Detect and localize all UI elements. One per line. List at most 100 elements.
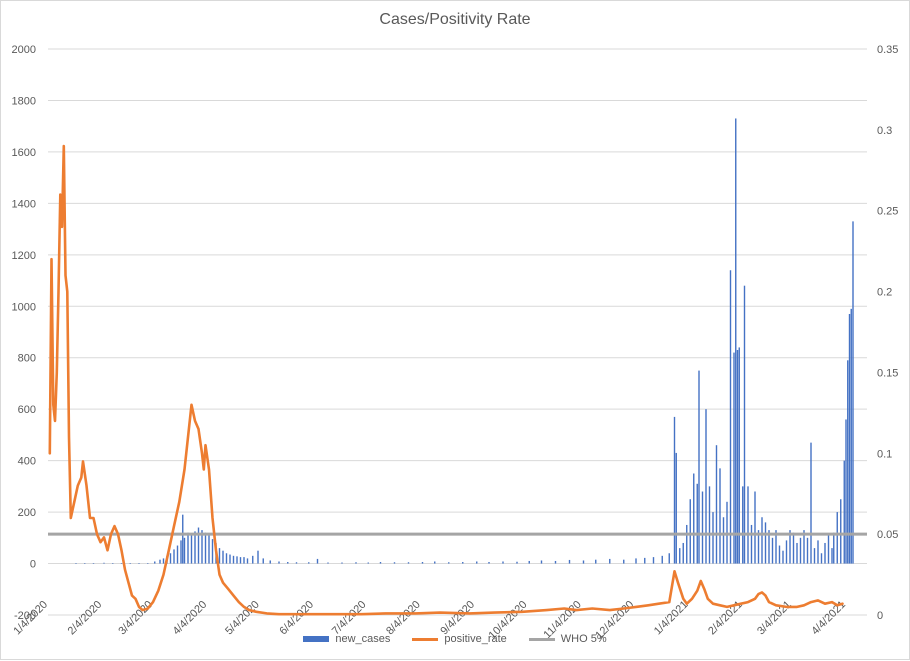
x-tick-label: 4/4/2020 [171,599,210,638]
bar-new-cases [764,522,767,564]
bar-new-cases [743,285,746,564]
bar-new-cases [528,560,530,564]
y-right-tick-label: 0.15 [877,367,898,379]
bar-new-cases [820,553,823,564]
bar-new-cases [840,499,842,564]
bar-new-cases [138,563,140,564]
legend-item-positive-rate: positive_rate [412,633,507,645]
chart-title: Cases/Positivity Rate [379,11,531,28]
bar-new-cases [316,558,319,564]
bar-new-cases [799,537,802,564]
bar-new-cases [813,548,816,564]
bar-new-cases [845,419,847,564]
legend-label-positive-rate: positive_rate [444,633,507,645]
y-left-tick-label: 1600 [12,147,36,159]
y-right-tick-label: 0.35 [877,44,898,56]
x-tick-label: 8/4/2020 [384,599,423,638]
bar-new-cases [183,537,186,564]
y-right-tick-label: 0.05 [877,529,898,541]
bar-new-cases [246,558,249,564]
bar-new-cases [750,524,753,564]
y-left-tick-label: 1400 [12,198,36,210]
bar-new-cases [120,563,123,564]
bar-new-cases [722,517,725,564]
bar-new-cases [831,548,833,564]
bar-new-cases [715,445,718,564]
bar-new-cases [736,350,739,564]
y-right-tick-label: 0.2 [877,287,892,299]
bar-new-cases [652,557,655,564]
y-left-tick-label: 1800 [12,95,36,107]
bar-new-cases [218,548,221,564]
bar-new-cases [92,563,95,564]
bar-new-cases [434,561,436,564]
bar-new-cases [225,553,228,564]
x-tick-label: 7/4/2020 [330,599,369,638]
bar-new-cases [197,527,200,564]
bar-new-cases [673,416,676,564]
bar-new-cases [341,562,343,564]
legend-item-who: WHO 5% [528,633,607,645]
chart-legend: new_cases positive_rate WHO 5% [1,633,909,645]
y-left-tick-label: 0 [30,559,36,571]
bar-new-cases [568,559,571,564]
bar-new-cases [252,555,254,564]
legend-swatch-new-cases [303,636,330,642]
x-tick-label: 9/4/2020 [438,599,477,638]
bar-new-cases [843,460,845,564]
bar-new-cases [833,532,835,564]
bar-new-cases [211,539,214,564]
bar-new-cases [733,352,735,564]
bar-new-cases [476,561,478,564]
bar-new-cases [761,517,763,564]
bar-new-cases [112,563,114,564]
bar-new-cases [355,562,357,564]
bar-new-cases [661,555,663,564]
legend-label-who: WHO 5% [560,633,607,645]
bar-new-cases [540,560,543,564]
bar-new-cases [796,542,798,564]
bar-new-cases [243,557,245,564]
legend-swatch-positive-rate [412,637,439,641]
y-right-tick-label: 0.3 [877,125,892,137]
bar-new-cases [194,531,196,564]
bar-new-cases [173,549,175,564]
bar-new-cases [462,562,464,564]
bar-new-cases [232,555,235,564]
bar-new-cases [735,118,737,564]
bar-new-cases [848,313,851,564]
bar-new-cases [708,486,711,564]
bar-new-cases [810,442,812,564]
y-left-tick-label: 400 [18,456,36,468]
bar-new-cases [847,360,849,564]
bar-new-cases [803,530,805,564]
bar-new-cases [705,409,707,564]
bar-new-cases [269,560,271,564]
bar-new-cases [262,558,264,564]
legend-swatch-who [528,637,555,641]
y-left-tick-label: -200 [14,610,36,622]
y-left-tick-label: 1200 [12,250,36,262]
bar-new-cases [75,563,77,564]
bar-new-cases [129,563,131,564]
bar-new-cases [785,540,788,564]
bar-new-cases [147,563,149,564]
bar-new-cases [771,537,774,564]
bar-new-cases [222,550,224,564]
bar-new-cases [742,486,744,564]
y-left-tick-label: 800 [18,353,36,365]
positive-rate-line [48,144,844,616]
bar-new-cases [675,452,677,564]
bar-new-cases [582,560,585,564]
bar-new-cases [696,483,698,564]
bar-new-cases [516,561,518,564]
bar-new-cases [789,530,791,564]
legend-item-new-cases: new_cases [303,633,390,645]
bar-new-cases [278,561,280,564]
bar-new-cases [190,535,193,564]
bar-new-cases [817,540,819,564]
bar-new-cases [729,270,732,564]
bar-new-cases [448,562,450,564]
bar-new-cases [554,560,557,564]
